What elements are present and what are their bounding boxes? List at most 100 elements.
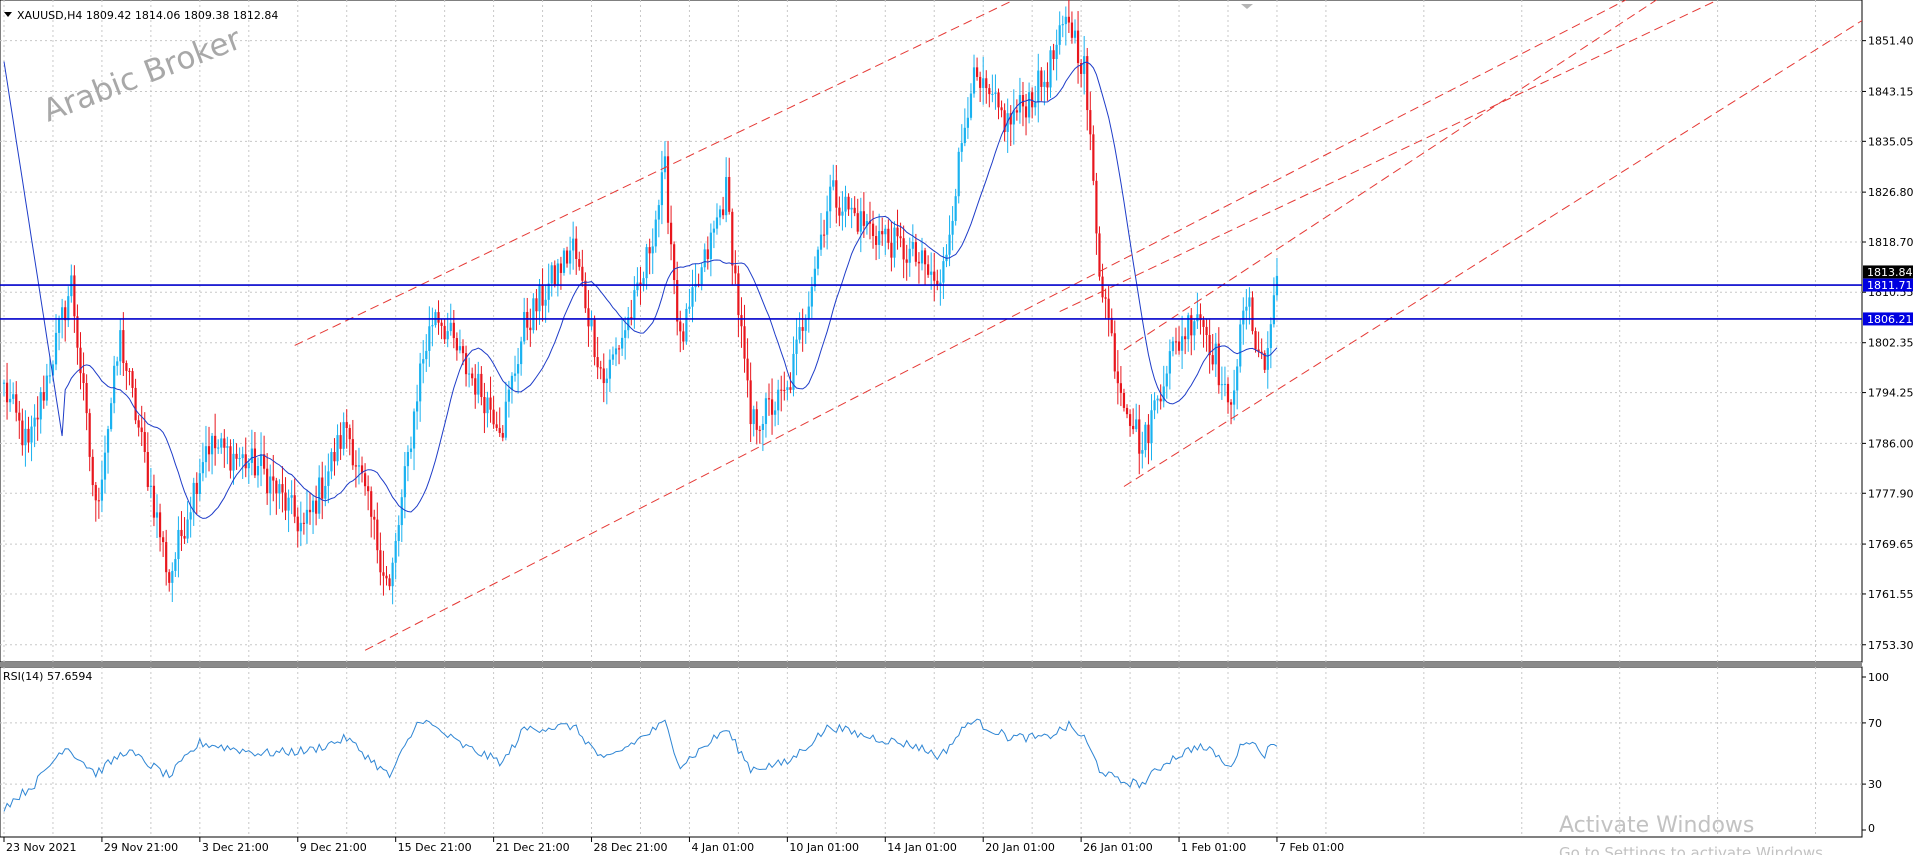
bull-candle — [103, 452, 107, 480]
bull-candle — [948, 234, 951, 255]
bear-candle — [370, 491, 373, 517]
time-axis[interactable]: 23 Nov 2021 29 Nov 21:00 3 Dec 21:00 9 Dec … — [3, 837, 1344, 854]
bear-candle — [1125, 407, 1129, 415]
bear-candle — [79, 347, 82, 374]
price-tick-label: 1843.15 — [1868, 85, 1914, 98]
bull-candle — [397, 525, 400, 542]
bull-candle — [712, 228, 716, 233]
activate-windows-subtitle: Go to Settings to activate Windows. — [1559, 844, 1828, 855]
price-axis[interactable]: 1851.401843.151835.051826.801818.701810.… — [1862, 35, 1914, 652]
bear-candle — [152, 485, 156, 518]
bear-candle — [1251, 297, 1254, 332]
bear-candle — [1177, 341, 1181, 351]
bear-candle — [162, 537, 165, 543]
bull-candle — [627, 317, 630, 331]
bull-candle — [391, 562, 394, 587]
bear-candle — [461, 346, 465, 354]
bull-candle — [841, 211, 844, 216]
bear-candle — [581, 266, 584, 281]
bull-candle — [547, 283, 550, 300]
bull-candle — [556, 263, 559, 285]
bear-candle — [679, 321, 682, 332]
trendline-4 — [1123, 0, 1657, 351]
bull-candle — [1150, 410, 1153, 444]
bear-candle — [728, 177, 731, 212]
bull-candle — [507, 389, 510, 402]
bull-candle — [642, 278, 645, 286]
bull-candle — [61, 307, 64, 319]
bull-candle — [241, 454, 244, 459]
bull-candle — [963, 127, 966, 144]
bull-candle — [954, 196, 957, 221]
bear-candle — [890, 242, 893, 258]
bear-candle — [1046, 81, 1049, 88]
bull-candle — [403, 466, 406, 498]
bear-candle — [669, 222, 673, 245]
bull-candle — [798, 327, 801, 340]
bull-candle — [458, 346, 462, 351]
horizontal-line-layer[interactable] — [0, 284, 1862, 320]
time-tick-label: 29 Nov 21:00 — [104, 841, 178, 854]
activate-windows-title: Activate Windows — [1559, 813, 1754, 838]
bull-candle — [777, 389, 780, 411]
bear-candle — [749, 380, 752, 425]
bear-candle — [1040, 70, 1043, 87]
bull-candle — [186, 519, 189, 539]
bear-candle — [1086, 56, 1089, 111]
bull-candle — [305, 509, 309, 524]
bear-candle — [376, 519, 379, 551]
bear-candle — [315, 500, 318, 514]
bear-candle — [731, 211, 734, 266]
bull-candle — [633, 290, 636, 319]
bear-candle — [165, 542, 168, 573]
bear-candle — [143, 432, 146, 452]
bear-candle — [1104, 297, 1107, 299]
time-tick-label: 3 Dec 21:00 — [202, 841, 269, 854]
bull-candle — [330, 451, 333, 472]
price-tick-label: 1786.00 — [1868, 437, 1914, 450]
bear-candle — [565, 250, 569, 264]
bear-candle — [746, 358, 749, 381]
bear-candle — [85, 383, 88, 414]
bear-candle — [875, 236, 878, 245]
price-tick-label: 1761.55 — [1868, 588, 1914, 601]
bull-candle — [45, 375, 48, 401]
bear-candle — [584, 280, 587, 309]
bull-candle — [718, 209, 722, 218]
bear-candle — [437, 312, 440, 323]
bear-candle — [1128, 414, 1132, 426]
bull-candle — [198, 473, 201, 495]
price-tick-label: 1835.05 — [1868, 135, 1914, 148]
bull-candle — [516, 364, 520, 374]
trendline-layer[interactable] — [294, 0, 1883, 651]
chart-shift-marker-icon[interactable] — [1241, 4, 1253, 9]
bear-candle — [1113, 333, 1116, 372]
panel-separator[interactable] — [0, 662, 1862, 667]
bear-candle — [801, 327, 804, 331]
bull-candle — [431, 325, 434, 327]
bear-candle — [501, 432, 504, 438]
bull-candle — [192, 482, 195, 513]
bull-candle — [232, 453, 235, 471]
bull-candle — [100, 479, 104, 501]
bear-candle — [21, 420, 24, 446]
bull-candle — [651, 246, 654, 254]
bull-candle — [523, 311, 526, 342]
bull-candle — [510, 375, 514, 390]
bull-candle — [1012, 110, 1015, 125]
bear-candle — [1199, 314, 1202, 321]
bull-candle — [572, 238, 575, 251]
bull-candle — [614, 348, 618, 355]
bull-candle — [764, 398, 768, 424]
bear-candle — [553, 265, 556, 285]
price-tick-label: 1802.35 — [1868, 337, 1914, 350]
bear-candle — [868, 221, 872, 224]
bull-candle — [1196, 314, 1199, 322]
bear-candle — [229, 446, 232, 471]
symbol-menu-triangle-icon[interactable] — [4, 12, 12, 17]
bull-candle — [1156, 398, 1159, 401]
bear-candle — [1217, 343, 1220, 386]
bull-candle — [865, 221, 869, 226]
